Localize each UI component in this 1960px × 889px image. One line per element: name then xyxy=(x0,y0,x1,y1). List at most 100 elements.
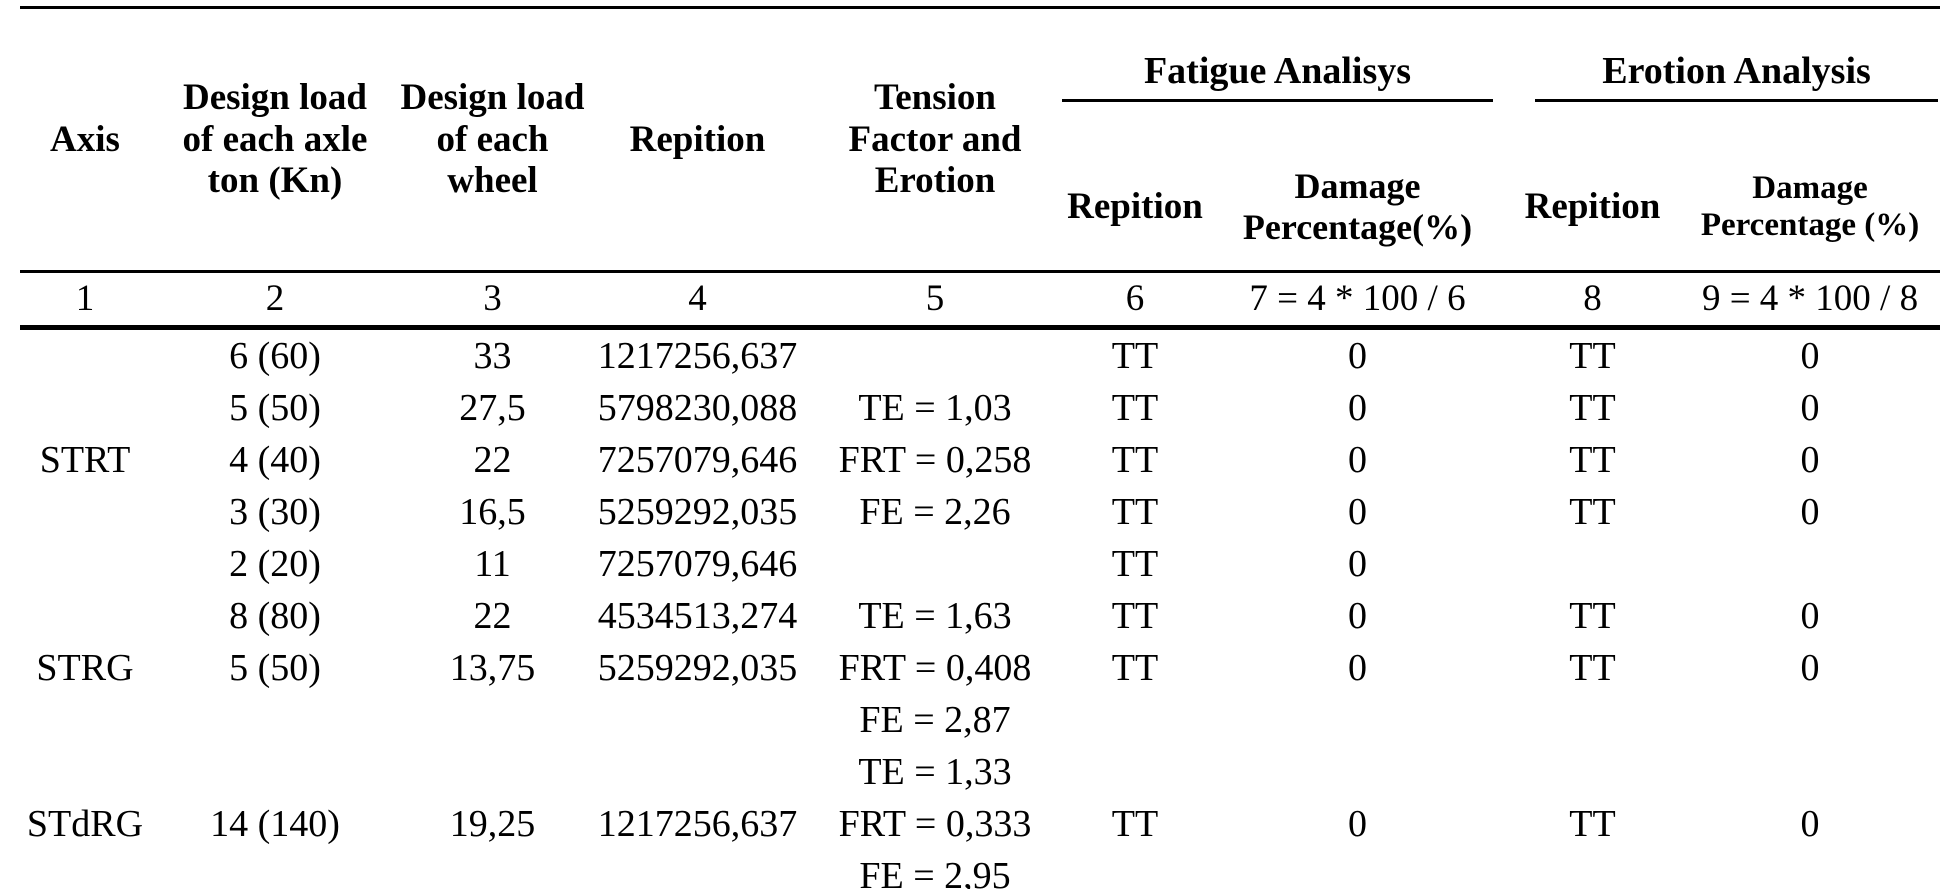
cell-fatigue-repition: TT xyxy=(1111,490,1159,533)
cell-load-axle xyxy=(150,850,400,889)
cell-fatigue-damage: 0 xyxy=(1348,646,1367,689)
header-row-groups: Axis Design load of each axle ton (Kn) D… xyxy=(20,8,1940,201)
fatigue-damage-percentage-header: Damage Percentage(%) xyxy=(1242,166,1473,247)
column-number-4: 4 xyxy=(688,278,707,320)
cell-load-wheel xyxy=(400,746,585,798)
cell-repition: 1217256,637 xyxy=(597,334,798,377)
header-row-subheads: Repition Damage Percentage(%) Repition D… xyxy=(20,143,1940,271)
erotion-analysis-group-label: Erotion Analysis xyxy=(1535,50,1939,102)
cell-load-axle xyxy=(150,746,400,798)
cell-erotion-damage xyxy=(1680,694,1940,746)
table-row: 2 (20) 11 7257079,646 TT 0 xyxy=(20,538,1940,590)
table-row: 4 (40) 22 7257079,646 FRT = 0,258 TT 0 T… xyxy=(20,434,1940,486)
cell-fatigue-repition xyxy=(1060,746,1210,798)
cell-erotion-repition: TT xyxy=(1569,334,1616,377)
cell-erotion-repition: TT xyxy=(1569,386,1616,429)
cell-erotion-damage: 0 xyxy=(1800,490,1820,533)
cell-load-wheel: 13,75 xyxy=(449,646,536,689)
cell-load-wheel: 22 xyxy=(473,438,512,481)
table-row: FE = 2,87 xyxy=(20,694,1940,746)
cell-load-axle: 14 (140) xyxy=(210,802,340,845)
column-number-8: 8 xyxy=(1583,278,1602,320)
cell-repition xyxy=(585,850,810,889)
cell-tension-factor: TE = 1,33 xyxy=(858,750,1012,793)
column-number-9-formula: 9 = 4 * 100 / 8 xyxy=(1701,278,1919,320)
column-number-3: 3 xyxy=(483,278,502,320)
cell-repition xyxy=(585,694,810,746)
fatigue-analisys-group-header: Fatigue Analisys xyxy=(1060,8,1505,144)
cell-fatigue-damage: 0 xyxy=(1348,542,1367,585)
column-number-1: 1 xyxy=(75,278,95,320)
column-number-6: 6 xyxy=(1125,278,1145,320)
cell-load-wheel: 11 xyxy=(474,542,511,585)
cell-tension-factor: TE = 1,03 xyxy=(858,386,1012,429)
cell-erotion-repition: TT xyxy=(1569,490,1616,533)
cell-erotion-damage: 0 xyxy=(1800,334,1820,377)
table-row: 3 (30) 16,5 5259292,035 FE = 2,26 TT 0 T… xyxy=(20,486,1940,538)
cell-erotion-damage xyxy=(1680,850,1940,889)
cell-load-axle: 2 (20) xyxy=(229,542,321,585)
cell-erotion-repition xyxy=(1505,538,1680,590)
cell-load-wheel xyxy=(400,850,585,889)
cell-load-axle: 5 (50) xyxy=(229,646,321,689)
cell-repition: 7257079,646 xyxy=(597,542,798,585)
table-row: FE = 2,95 xyxy=(20,850,1940,889)
cell-fatigue-damage: 0 xyxy=(1348,594,1367,637)
cell-tension-factor: TE = 1,63 xyxy=(858,594,1012,637)
cell-fatigue-damage xyxy=(1210,694,1505,746)
cell-fatigue-repition: TT xyxy=(1111,334,1159,377)
cell-repition xyxy=(585,746,810,798)
cell-load-axle xyxy=(150,694,400,746)
column-number-5: 5 xyxy=(925,278,945,320)
cell-fatigue-damage: 0 xyxy=(1348,334,1367,377)
cell-fatigue-repition: TT xyxy=(1111,542,1159,585)
cell-load-wheel: 22 xyxy=(473,594,512,637)
table-row: STRT 6 (60) 33 1217256,637 TT 0 TT 0 xyxy=(20,327,1940,479)
erotion-damage-percentage-header: Damage Percentage (%) xyxy=(1700,169,1920,243)
cell-tension-factor xyxy=(810,327,1060,382)
cell-erotion-repition: TT xyxy=(1569,802,1616,845)
cell-fatigue-repition: TT xyxy=(1111,438,1159,481)
cell-fatigue-repition xyxy=(1060,694,1210,746)
erotion-repition-header: Repition xyxy=(1524,185,1661,227)
cell-tension-factor: FE = 2,87 xyxy=(859,698,1011,741)
fatigue-repition-header: Repition xyxy=(1067,185,1203,227)
cell-fatigue-repition xyxy=(1060,850,1210,889)
column-number-7-formula: 7 = 4 * 100 / 6 xyxy=(1249,278,1466,320)
cell-load-wheel: 27,5 xyxy=(459,386,526,429)
column-number-row: 1 2 3 4 5 6 7 = 4 * 100 / 6 8 9 = 4 * 10… xyxy=(20,271,1941,328)
cell-erotion-repition xyxy=(1505,850,1680,889)
design-load-axle-header: Design load of each axle ton (Kn) xyxy=(182,77,368,202)
cell-erotion-damage xyxy=(1680,538,1940,590)
cell-tension-factor xyxy=(810,538,1060,590)
cell-tension-factor: FRT = 0,258 xyxy=(838,438,1032,481)
table-row: 14 (140) 19,25 1217256,637 FRT = 0,333 T… xyxy=(20,798,1940,850)
cell-erotion-repition: TT xyxy=(1569,646,1616,689)
cell-erotion-damage: 0 xyxy=(1800,646,1820,689)
cell-fatigue-damage: 0 xyxy=(1348,386,1367,429)
cell-repition: 4534513,274 xyxy=(597,594,798,637)
cell-erotion-damage: 0 xyxy=(1800,386,1820,429)
cell-erotion-repition: TT xyxy=(1569,438,1616,481)
cell-erotion-repition xyxy=(1505,746,1680,798)
cell-repition: 5259292,035 xyxy=(597,646,798,689)
cell-fatigue-damage xyxy=(1210,746,1505,798)
cell-repition: 7257079,646 xyxy=(597,438,798,481)
cell-load-axle: 4 (40) xyxy=(229,438,321,481)
table-body: 1 2 3 4 5 6 7 = 4 * 100 / 6 8 9 = 4 * 10… xyxy=(20,271,1941,889)
cell-tension-factor: FRT = 0,408 xyxy=(838,646,1032,689)
cell-tension-factor: FE = 2,26 xyxy=(859,490,1011,533)
cell-repition: 1217256,637 xyxy=(597,802,798,845)
cell-erotion-damage xyxy=(1680,746,1940,798)
design-load-wheel-header: Design load of each wheel xyxy=(400,77,585,202)
column-number-2: 2 xyxy=(265,278,285,320)
repition-header: Repition xyxy=(629,118,766,160)
cell-load-axle: 3 (30) xyxy=(229,490,321,533)
tension-factor-erotion-header: Tension Factor and Erotion xyxy=(848,77,1022,202)
cell-erotion-damage: 0 xyxy=(1800,438,1820,481)
table-header: Axis Design load of each axle ton (Kn) D… xyxy=(20,8,1941,272)
cell-fatigue-repition: TT xyxy=(1111,386,1159,429)
cell-repition: 5798230,088 xyxy=(597,386,798,429)
table-row: 5 (50) 27,5 5798230,088 TE = 1,03 TT 0 T… xyxy=(20,382,1940,434)
cell-load-wheel: 19,25 xyxy=(449,802,536,845)
